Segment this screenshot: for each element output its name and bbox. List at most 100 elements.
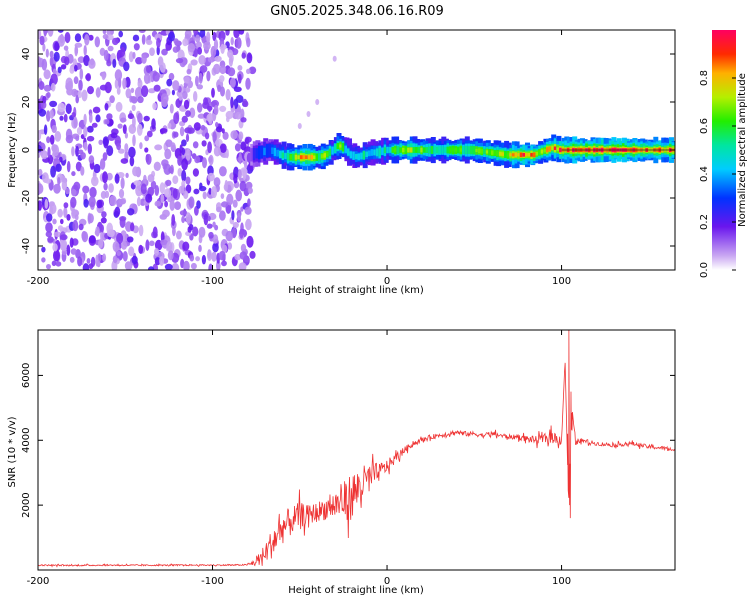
noise-blob [132,34,140,42]
ridge-cell [399,147,405,153]
noise-blob [123,61,130,72]
noise-blob [52,243,58,252]
noise-blob [104,103,109,111]
noise-blob [83,126,88,138]
noise-blob [225,89,231,101]
ridge-cell [504,152,510,157]
noise-blob [63,45,69,51]
noise-blob [89,112,93,124]
noise-blob [208,263,213,270]
noise-blob [133,43,140,51]
noise-blob [46,264,51,270]
noise-blob [246,52,253,64]
noise-blob [112,37,119,46]
noise-blob [124,132,128,139]
noise-blob [170,142,176,152]
noise-blob [169,199,175,211]
noise-blob [50,73,58,86]
noise-blob [102,152,108,161]
noise-blob [167,250,174,261]
noise-blob [137,112,143,124]
noise-blob [227,49,234,59]
ridge-cell [341,145,347,150]
noise-blob [240,243,247,253]
noise-blob [181,90,188,100]
noise-blob [122,77,127,90]
noise-blob [229,77,236,88]
noise-blob [172,80,180,91]
noise-blob [104,81,112,94]
noise-blob [44,198,49,209]
ridge-cell [360,152,366,160]
noise-blob [132,166,139,177]
noise-blob [73,181,81,191]
noise-blob [74,64,78,72]
noise-blob [182,241,190,251]
noise-blob [173,38,179,44]
noise-blob [178,185,185,194]
noise-blob [206,113,213,122]
noise-blob [49,56,54,67]
noise-blob [131,255,138,265]
noise-blob [193,48,198,58]
noise-blob [208,154,214,166]
noise-blob [106,145,114,157]
noise-blob [207,141,213,154]
noise-blob [182,38,189,47]
noise-blob [127,208,135,216]
ridge-cell [349,151,355,159]
noise-speck [332,55,337,62]
noise-blob [75,145,80,157]
noise-blob [91,176,99,187]
ridge-cell [391,148,397,152]
noise-blob [225,30,230,36]
noise-blob [237,212,241,222]
noise-blob [44,178,52,184]
noise-blob [164,188,172,198]
noise-blob [189,254,195,262]
noise-blob [83,198,89,208]
noise-blob [101,211,107,218]
noise-blob [100,229,105,242]
ridge-cell [415,147,421,153]
noise-blob [74,33,82,43]
noise-blob [60,64,67,70]
noise-blob [75,161,82,172]
noise-blob [116,232,124,244]
ridge-cell [276,149,282,157]
ridge-cell [347,148,352,156]
noise-blob [40,150,48,160]
noise-blob [206,223,213,229]
noise-blob [183,76,190,84]
ridge-cell [305,155,311,159]
noise-blob [195,75,199,87]
noise-blob [235,111,242,120]
noise-blob [47,236,54,243]
colorbar: 0.0 0.2 0.4 0.6 0.8 Normalized spectral ampl… [699,30,748,278]
ridge-cell [370,149,376,156]
ridge-cell [496,150,502,156]
noise-blob [173,131,179,138]
noise-blob [240,117,247,123]
noise-blob [120,158,129,164]
noise-blob [69,237,74,248]
noise-blob [206,31,211,44]
noise-blob [216,260,221,270]
noise-blob [73,116,78,128]
ridge-cell [422,148,428,153]
noise-blob [53,51,60,62]
noise-blob [46,92,51,98]
ridge-cell [551,145,557,151]
ridge-cell [313,155,318,159]
noise-blob [87,86,94,95]
noise-blob [238,262,247,270]
noise-blob [108,119,114,126]
noise-blob [120,117,127,123]
noise-blob [51,125,57,133]
colorbar-label: Normalized spectral amplitude [737,73,748,227]
noise-blob [172,46,179,53]
noise-blob [207,172,215,182]
ridge-cell [498,151,504,156]
noise-blob [59,115,64,121]
noise-blob [53,183,61,194]
